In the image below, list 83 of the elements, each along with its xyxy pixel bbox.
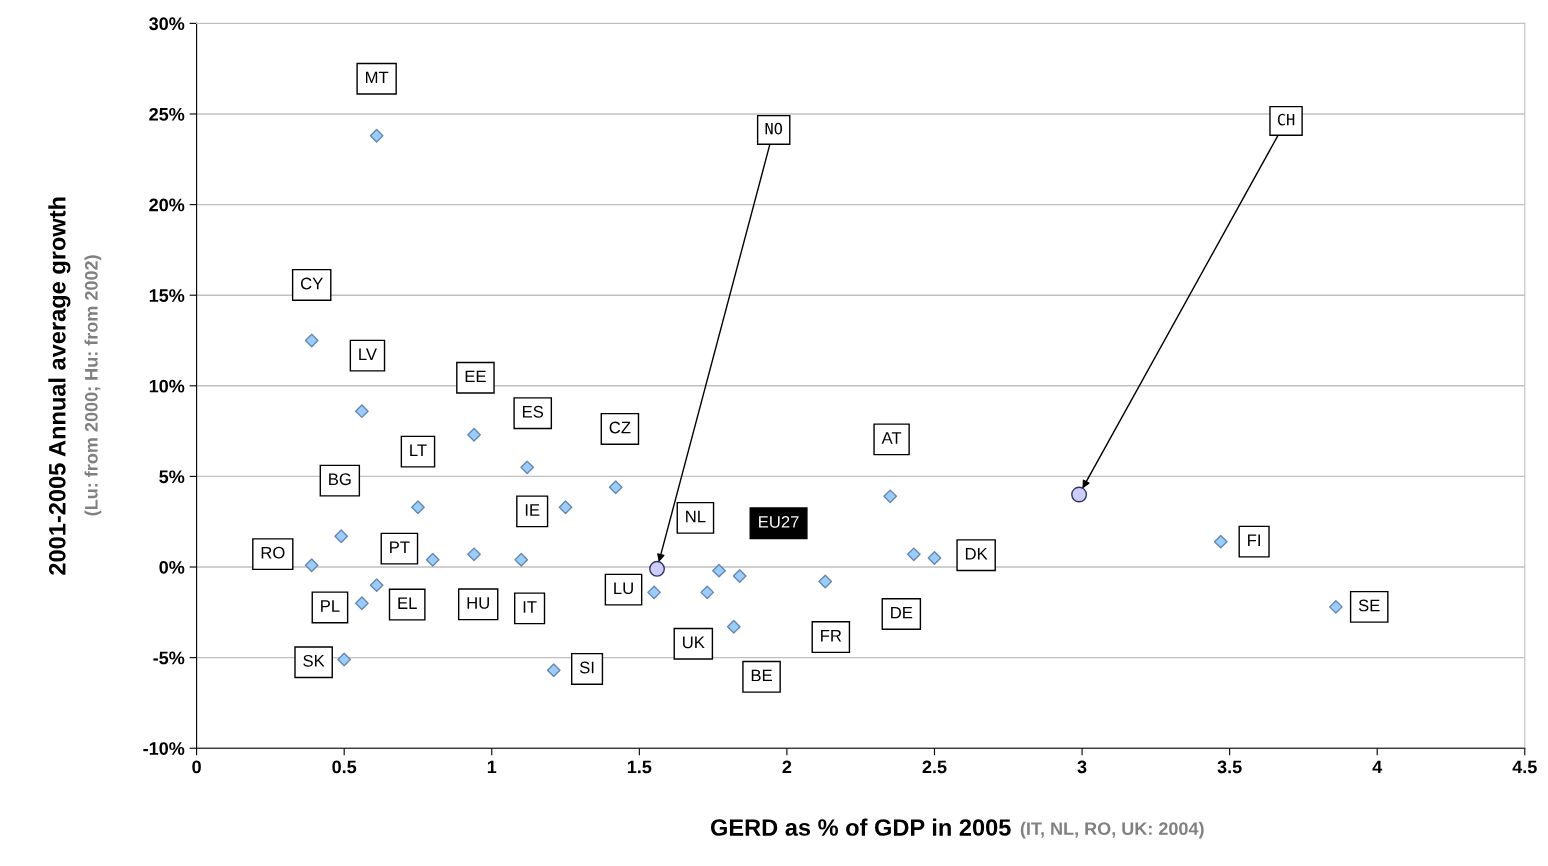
data-label: LT — [410, 444, 427, 456]
data-label: EU27 — [759, 515, 799, 528]
point — [906, 547, 921, 562]
point — [354, 404, 369, 419]
x-tick-label: 1 — [487, 760, 497, 774]
data-label: IE — [525, 504, 540, 516]
point — [1328, 599, 1343, 614]
data-label: CH — [1277, 113, 1295, 126]
point — [354, 596, 369, 611]
data-label: EE — [465, 370, 486, 383]
data-label: PL — [321, 600, 340, 612]
x-tick-label: 3.5 — [1217, 760, 1242, 774]
point — [546, 663, 561, 678]
point — [425, 552, 440, 567]
point — [467, 427, 481, 442]
text: (Lu: from 2000; Hu: from 2002) — [84, 255, 102, 516]
data-label: SI — [579, 661, 594, 674]
y-tick-label: -10% — [143, 742, 185, 755]
data-label: SE — [1358, 599, 1380, 612]
y-tick-label: -5% — [153, 651, 185, 665]
y-tick-label: 5% — [159, 470, 185, 484]
data-label: MT — [365, 71, 389, 84]
point — [649, 560, 666, 577]
point — [411, 500, 425, 515]
data-label: NL — [686, 510, 706, 523]
x-axis-title: GERD as % of GDP in 2005 — [710, 818, 1011, 836]
data-label: BE — [751, 669, 772, 682]
point — [369, 128, 384, 143]
point — [467, 547, 481, 562]
data-label: BG — [329, 473, 351, 486]
point — [732, 569, 747, 583]
data-label: PT — [390, 541, 410, 553]
y-tick-label: 0% — [159, 560, 185, 574]
data-label: ES — [522, 405, 544, 418]
data-label: IT — [523, 601, 537, 613]
point — [337, 652, 352, 667]
point — [334, 529, 349, 544]
x-tick-label: 0.5 — [332, 760, 357, 774]
y-tick-label: 25% — [149, 107, 185, 121]
y-tick-label: 30% — [149, 17, 185, 31]
point — [514, 552, 529, 567]
point — [818, 574, 833, 589]
data-label: AT — [881, 432, 902, 444]
data-label: CY — [300, 277, 323, 290]
point — [369, 578, 384, 593]
point — [927, 551, 942, 565]
point — [726, 619, 741, 634]
y-tick-label: 10% — [149, 379, 185, 393]
x-tick-label: 0 — [192, 760, 201, 774]
data-label: LV — [359, 348, 377, 360]
point — [1071, 486, 1088, 503]
point — [558, 500, 573, 515]
point — [304, 558, 319, 573]
data-label: DE — [891, 606, 913, 619]
y-tick-label: 15% — [149, 289, 185, 302]
data-label: UK — [683, 636, 705, 649]
data-label: NO — [765, 122, 783, 135]
data-label: EL — [398, 597, 417, 609]
data-label: FI — [1248, 534, 1260, 546]
y-tick-label: 20% — [149, 198, 185, 212]
point — [1213, 534, 1228, 549]
data-label: LU — [614, 582, 633, 595]
x-tick-label: 3 — [1077, 760, 1087, 774]
point — [304, 333, 319, 348]
data-label: DK — [965, 548, 988, 560]
data-label: SK — [303, 654, 325, 667]
text: (IT, NL, RO, UK: 2004) — [1020, 821, 1204, 839]
point — [700, 585, 715, 600]
data-label: RO — [261, 546, 285, 559]
x-tick-label: 2 — [782, 760, 792, 774]
data-label: HU — [467, 597, 489, 609]
point — [520, 460, 535, 475]
data-label: FR — [821, 629, 842, 642]
x-tick-label: 1.5 — [627, 760, 652, 774]
x-tick-label: 4 — [1372, 760, 1383, 774]
point — [712, 563, 726, 578]
y-axis-title: 2001-2005 Annual average growth — [48, 197, 71, 575]
point — [608, 480, 623, 495]
data-label: CZ — [609, 421, 631, 434]
point — [647, 585, 661, 600]
x-tick-label: 2.5 — [922, 760, 947, 774]
point — [883, 489, 898, 504]
x-tick-label: 4.5 — [1512, 760, 1537, 774]
